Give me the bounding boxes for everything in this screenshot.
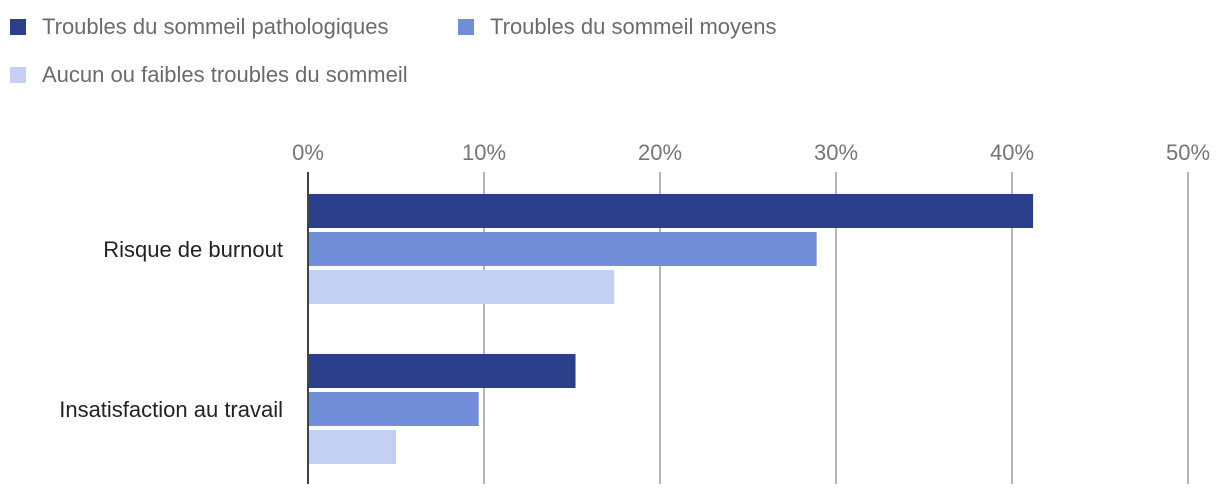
bar [309,270,615,304]
bar [309,430,396,464]
legend-item-aucun[interactable]: Aucun ou faibles troubles du sommeil [10,62,408,88]
legend-label: Troubles du sommeil moyens [490,14,777,39]
x-tick-label: 20% [638,140,682,165]
x-tick-label: 50% [1166,140,1210,165]
x-tick-label: 10% [462,140,506,165]
x-tick-label: 0% [292,140,324,165]
legend-swatch [10,67,26,83]
legend-swatch [10,19,26,35]
x-tick-label: 30% [814,140,858,165]
bar [309,354,576,388]
legend-swatch [458,19,474,35]
legend-label: Aucun ou faibles troubles du sommeil [42,62,408,87]
category-label: Insatisfaction au travail [59,397,283,422]
bar [309,392,479,426]
legend-label: Troubles du sommeil pathologiques [42,14,389,39]
bar [309,194,1034,228]
x-tick-label: 40% [990,140,1034,165]
legend-item-pathologiques[interactable]: Troubles du sommeil pathologiques [10,14,389,40]
category-label: Risque de burnout [103,237,283,262]
bar [309,232,817,266]
legend-item-moyens[interactable]: Troubles du sommeil moyens [458,14,777,40]
